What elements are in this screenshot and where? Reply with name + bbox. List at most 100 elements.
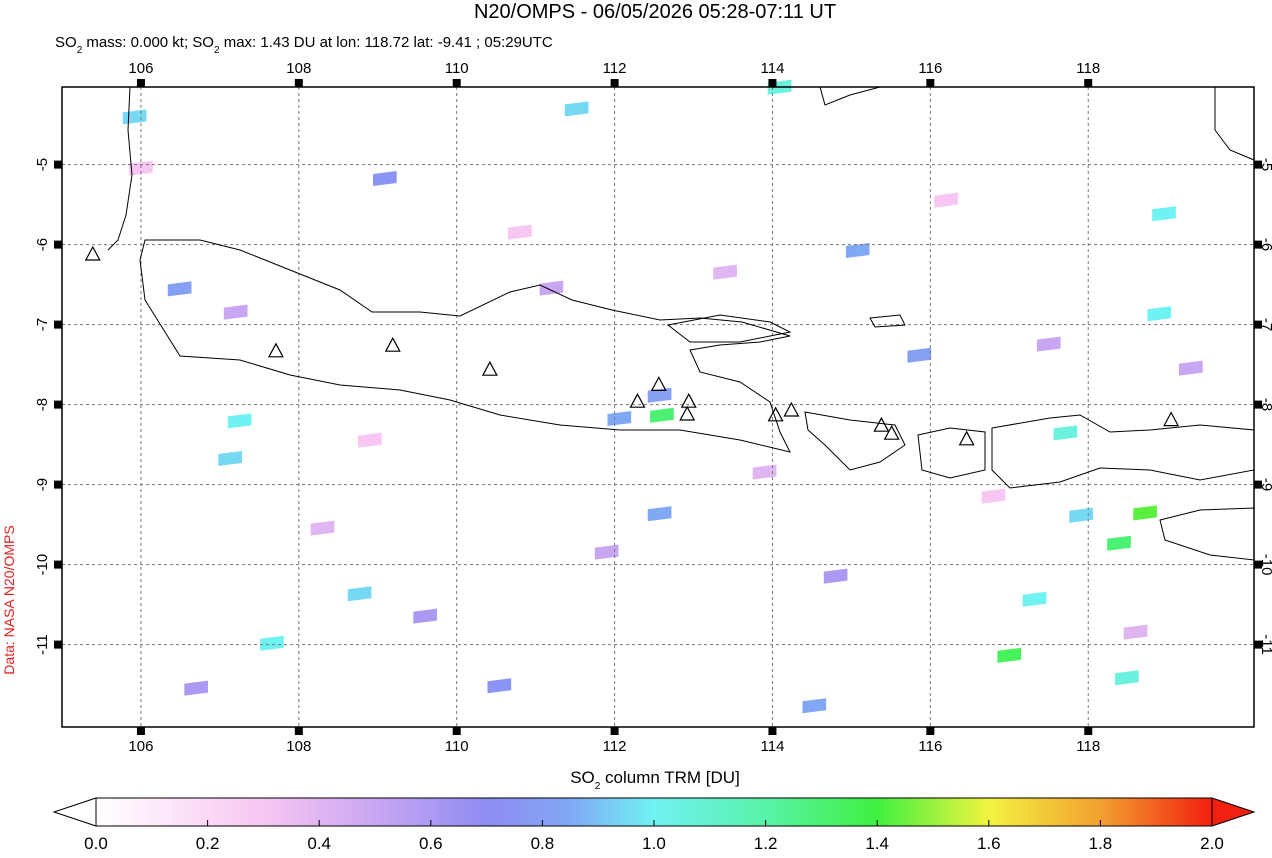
volcano [767, 406, 784, 422]
so2-pixel [1036, 336, 1061, 352]
x-tick-label: 116 [918, 738, 942, 755]
text-part: mass: 0.000 kt; SO [82, 34, 214, 51]
so2-pixel [1107, 535, 1131, 551]
x-tick-label: 114 [761, 60, 785, 77]
subscript: 2 [77, 45, 83, 56]
volcano [679, 405, 696, 421]
volcano [481, 360, 498, 376]
volcano [1163, 411, 1180, 427]
so2-pixel [310, 520, 335, 536]
so2-pixel [1115, 670, 1139, 686]
coast-madura [666, 314, 792, 343]
y-tick-label: -9 [34, 478, 51, 491]
subtitle: SO2 mass: 0.000 kt; SO2 max: 1.43 DU at … [55, 34, 553, 56]
so2-pixel [802, 698, 827, 714]
so2-pixel [1022, 591, 1047, 607]
colorbar: 0.0 0.2 0.4 0.6 0.8 1.0 1.2 1.4 1.6 1.8 2.0 [52, 797, 1256, 853]
plot-area [62, 87, 1254, 727]
so2-pixel [227, 413, 252, 429]
x-tick-label: 110 [445, 60, 469, 77]
so2-pixel [167, 281, 192, 297]
colorbar-tick-label: 0.4 [307, 834, 331, 853]
so2-pixel [487, 678, 512, 694]
pixel-layer [122, 79, 1203, 714]
x-tick-label: 110 [445, 738, 469, 755]
so2-pixel [752, 464, 777, 480]
volcano [873, 416, 890, 432]
colorbar-tick-label: 0.8 [531, 834, 555, 853]
so2-pixel [508, 224, 532, 240]
so2-pixel [713, 264, 737, 280]
volcano-layer [84, 245, 1180, 446]
so2-pixel [981, 488, 1006, 504]
x-tick-label: 118 [1076, 738, 1100, 755]
so2-pixel [1147, 306, 1172, 322]
so2-pixel [1152, 206, 1176, 222]
volcano [958, 430, 975, 446]
colorbar-tick-label: 1.6 [977, 834, 1001, 853]
so2-pixel [1179, 360, 1203, 376]
coast-north [819, 86, 1255, 161]
x-tick-label: 114 [761, 738, 785, 755]
colorbar-high [1211, 797, 1256, 827]
volcano [84, 245, 101, 261]
x-tick-label: 108 [286, 738, 311, 755]
so2-pixel [413, 608, 437, 624]
volcano [650, 376, 667, 391]
x-tick-label: 116 [918, 60, 942, 77]
y-tick-label: -10 [34, 554, 51, 576]
so2-pixel [997, 647, 1022, 663]
so2-pixel [260, 635, 284, 651]
y-tick-label: -7 [34, 318, 51, 331]
grid [54, 79, 1262, 735]
so2-pixel [223, 304, 248, 320]
y-tick-label: -9 [1258, 478, 1272, 491]
coast-bali [804, 411, 906, 471]
so2-pixel [823, 568, 848, 584]
subscript: 2 [595, 781, 601, 792]
coast-lombok [917, 427, 986, 479]
colorbar-tick-label: 0.2 [196, 834, 220, 853]
so2-pixel [358, 432, 382, 448]
y-tick-label: -8 [34, 398, 51, 411]
y-tick-label: -5 [34, 158, 51, 171]
coast-sumatra [107, 86, 133, 251]
so2-pixel [564, 101, 589, 117]
so2-pixel [607, 411, 632, 426]
coastlines [107, 86, 1255, 561]
plot-frame [61, 86, 1255, 728]
y-tick-label: -10 [1258, 554, 1272, 576]
text-part: column TRM [DU] [600, 768, 740, 787]
colorbar-tick-label: 2.0 [1200, 834, 1224, 853]
so2-pixel [1069, 507, 1093, 523]
x-tick-label: 112 [603, 60, 627, 77]
subscript: 2 [214, 45, 220, 56]
so2-pixel [1133, 505, 1157, 521]
so2-pixel [184, 680, 209, 696]
colorbar-label: SO2 column TRM [DU] [570, 768, 740, 792]
volcano [267, 342, 284, 358]
y-tick-label: -5 [1258, 158, 1272, 171]
y-tick-label: -7 [1258, 318, 1272, 331]
so2-pixel [907, 347, 932, 363]
volcano [629, 392, 646, 408]
so2-pixel [218, 451, 242, 466]
colorbar-tick-label: 1.0 [642, 834, 666, 853]
x-tick-label: 106 [128, 738, 153, 755]
so2-pixel [594, 544, 619, 560]
text-part: SO [55, 34, 77, 51]
so2-pixel [650, 407, 674, 423]
colorbar-tick-label: 0.0 [84, 834, 108, 853]
so2-pixel [373, 171, 397, 186]
colorbar-tick-label: 0.6 [419, 834, 443, 853]
x-tick-label: 118 [1076, 60, 1100, 77]
title: N20/OMPS - 06/05/2026 05:28-07:11 UT [474, 1, 836, 23]
so2-pixel [934, 192, 958, 208]
colorbar-tick-label: 1.8 [1089, 834, 1113, 853]
so2-pixel [347, 586, 372, 602]
so2-pixel [539, 280, 564, 296]
so2-pixel [1123, 624, 1148, 640]
y-tick-label: -8 [1258, 398, 1272, 411]
volcano [783, 401, 800, 417]
